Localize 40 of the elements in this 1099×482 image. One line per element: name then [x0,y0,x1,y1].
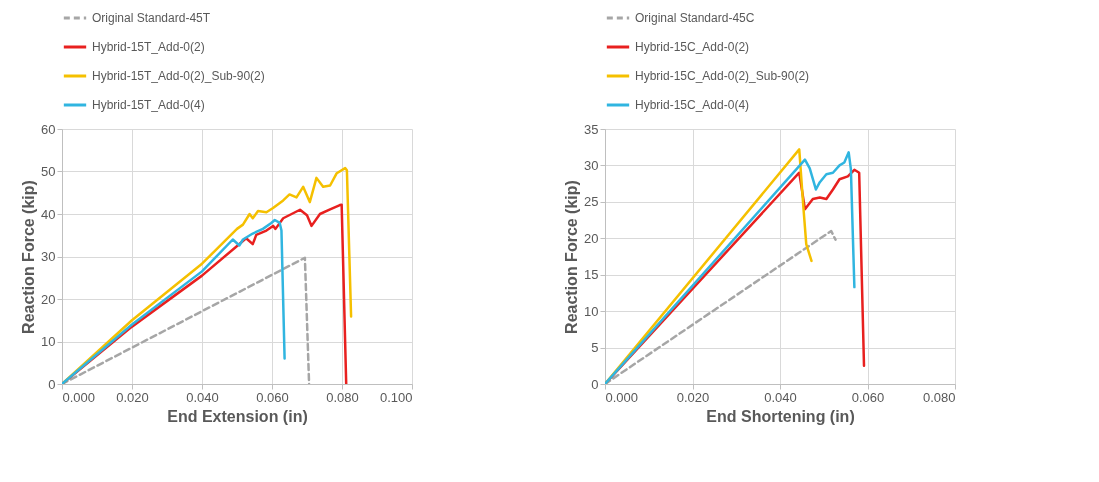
x-tick-label: 0.020 [676,389,710,405]
legend-label: Hybrid-15T_Add-0(2)_Sub-90(2) [92,69,265,83]
y-tick-label: 15 [584,267,599,283]
x-tick-label: 0.060 [851,389,885,405]
x-tick-label: 0.100 [379,389,413,405]
x-tick-label: 0.040 [764,389,797,405]
legend-label: Hybrid-15T_Add-0(4) [92,98,205,112]
y-tick-label: 10 [584,303,599,319]
y-tick-label: 0 [48,376,56,392]
y-axis-title: Reaction Force (kip) [563,180,581,334]
y-tick-label: 20 [41,291,56,307]
legend-label: Hybrid-15C_Add-0(2)_Sub-90(2) [635,69,810,83]
legend-label: Hybrid-15C_Add-0(4) [635,98,750,112]
legend-label: Original Standard-45T [92,11,211,25]
y-tick-label: 10 [41,334,56,349]
y-tick-label: 40 [41,206,56,222]
line-series [605,148,813,384]
y-tick-label: 5 [591,340,599,356]
x-tick-label: 0.020 [116,389,149,405]
y-tick-label: 0 [591,376,599,392]
y-tick-label: 30 [41,249,56,264]
x-tick-label: 0.040 [186,389,219,405]
x-tick-label: 0.060 [256,389,289,405]
y-tick-label: 30 [584,157,599,173]
legend-label: Hybrid-15C_Add-0(2) [635,40,750,54]
legend-label: Hybrid-15T_Add-0(2) [92,40,205,54]
x-tick-label: 0.080 [326,389,359,405]
x-axis-title: End Extension (in) [167,407,308,425]
legend-label: Original Standard-45C [635,11,755,25]
y-tick-label: 20 [584,230,599,246]
x-tick-label: 0.000 [62,389,96,405]
x-tick-label: 0.080 [922,389,956,405]
y-axis-title: Reaction Force (kip) [20,180,38,334]
line-series [62,218,286,384]
x-axis-title: End Shortening (in) [706,407,855,425]
y-tick-label: 60 [41,121,56,137]
y-tick-label: 35 [584,121,599,137]
y-tick-label: 25 [584,194,599,210]
x-tick-label: 0.000 [605,389,639,405]
y-tick-label: 50 [41,164,56,179]
